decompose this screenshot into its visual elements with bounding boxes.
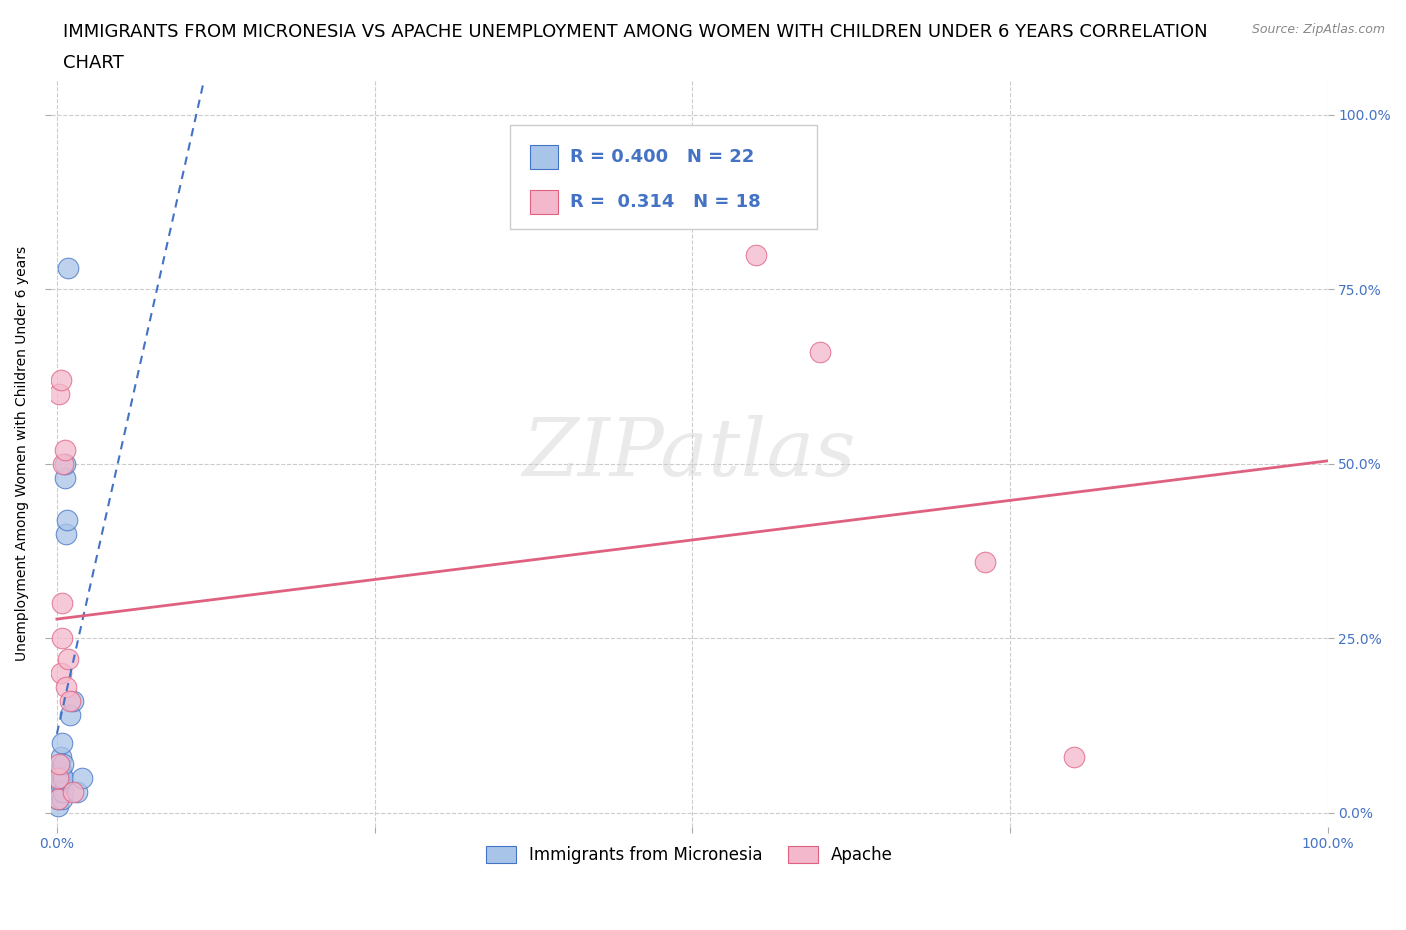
Point [51,596,73,611]
Point [49,777,72,792]
Point [46,798,69,813]
Point [51,631,73,645]
Point [48,756,70,771]
Text: R = 0.400   N = 22: R = 0.400 N = 22 [571,148,755,166]
Point [973,554,995,569]
Point [58,694,80,709]
Point [62,784,84,799]
Point [51,791,73,806]
Point [49,764,72,778]
Point [72,770,94,785]
Point [1063,750,1085,764]
Text: ZIPatlas: ZIPatlas [523,415,856,492]
Y-axis label: Unemployment Among Women with Children Under 6 years: Unemployment Among Women with Children U… [15,246,30,661]
Point [51,736,73,751]
Text: CHART: CHART [63,54,124,72]
Point [62,694,84,709]
Point [58,708,80,723]
Point [49,750,72,764]
Point [53,457,76,472]
Point [52,770,75,785]
Point [48,784,70,799]
Point [46,770,69,785]
Text: Source: ZipAtlas.com: Source: ZipAtlas.com [1251,23,1385,36]
Point [58,261,80,276]
Legend: Immigrants from Micronesia, Apache: Immigrants from Micronesia, Apache [479,839,900,870]
FancyBboxPatch shape [530,190,558,214]
Point [58,652,80,667]
Point [49,373,72,388]
Point [56,512,79,527]
Point [48,764,70,778]
Point [808,345,831,360]
Point [46,791,69,806]
Text: R =  0.314   N = 18: R = 0.314 N = 18 [571,193,761,211]
Point [52,756,75,771]
Text: IMMIGRANTS FROM MICRONESIA VS APACHE UNEMPLOYMENT AMONG WOMEN WITH CHILDREN UNDE: IMMIGRANTS FROM MICRONESIA VS APACHE UNE… [63,23,1208,41]
FancyBboxPatch shape [530,145,558,169]
Point [52,457,75,472]
Point [55,680,77,695]
Point [49,666,72,681]
Point [745,247,768,262]
Point [66,784,89,799]
Point [48,770,70,785]
Point [48,387,70,402]
FancyBboxPatch shape [510,125,817,230]
Point [53,443,76,458]
Point [53,471,76,485]
Point [52,784,75,799]
Point [55,526,77,541]
Point [46,791,69,806]
